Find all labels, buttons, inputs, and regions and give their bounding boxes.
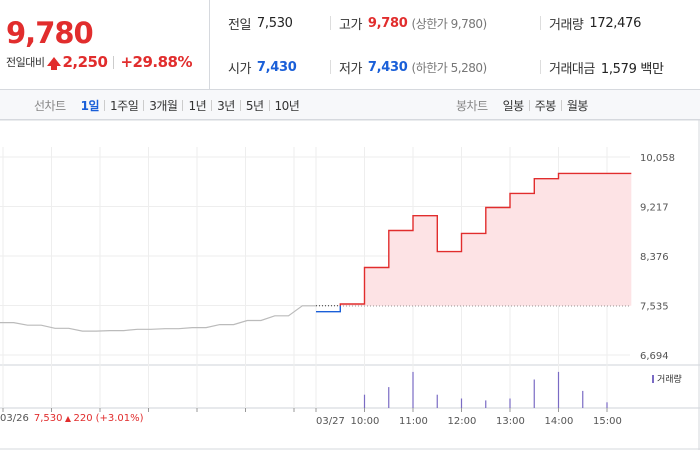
price-line-below-reference xyxy=(316,305,341,313)
change-rate: +29.88% xyxy=(120,53,192,71)
prev-day-change-rate: (+3.01%) xyxy=(95,413,144,424)
divider xyxy=(143,99,145,111)
x-tick-label: 13:00 xyxy=(496,416,525,427)
divider xyxy=(239,99,241,111)
stock-summary-panel: 9,780 전일대비 2,250 +29.88% 전일 7,530 고가 9,7… xyxy=(0,0,700,90)
period-5y-tab[interactable]: 5년 xyxy=(245,98,264,113)
y-tick-label: 7,535 xyxy=(640,302,669,313)
y-tick-label: 9,217 xyxy=(640,203,669,214)
period-3y-tab[interactable]: 3년 xyxy=(217,98,235,113)
divider xyxy=(182,99,184,111)
stat-value: 7,530 xyxy=(256,15,293,31)
divider xyxy=(540,16,541,30)
prev-day-price: 7,530 xyxy=(33,413,63,424)
stat-volume: 거래량 172,476 xyxy=(549,14,642,33)
price-area-fill xyxy=(340,173,632,306)
x-tick-label: 15:00 xyxy=(593,416,622,427)
candle-monthly-tab[interactable]: 월봉 xyxy=(566,98,589,113)
candle-daily-tab[interactable]: 일봉 xyxy=(502,98,525,113)
prev-day-price-line xyxy=(0,305,316,332)
up-arrow-icon xyxy=(47,56,62,70)
stat-label: 거래량 xyxy=(549,17,584,33)
line-chart-period-group: 선차트 1일 1주일 3개월 1년 3년 5년 10년 xyxy=(34,90,304,120)
stat-label: 전일 xyxy=(228,17,251,33)
stat-label: 시가 xyxy=(228,61,251,77)
stat-label: 저가 xyxy=(339,61,362,77)
chart-toolbar: 선차트 1일 1주일 3개월 1년 3년 5년 10년 봉차트 일봉 주봉 월봉 xyxy=(0,90,700,120)
x-tick-label: 12:00 xyxy=(448,416,477,427)
y-tick-label: 8,376 xyxy=(640,252,669,263)
stat-label: 거래대금 xyxy=(549,61,595,77)
y-tick-label: 6,694 xyxy=(640,351,669,362)
divider xyxy=(540,60,541,74)
stat-value: 7,430 xyxy=(256,59,297,75)
stat-trade-amount: 거래대금 1,579 백만 xyxy=(549,58,664,77)
volume-legend-swatch xyxy=(652,374,654,383)
divider xyxy=(560,99,562,111)
change-row: 전일대비 2,250 +29.88% xyxy=(6,53,192,71)
prev-day-date: 03/26 xyxy=(0,413,29,424)
x-tick-label: 14:00 xyxy=(545,416,574,427)
volume-legend: 거래량 xyxy=(652,372,682,385)
stat-prev-close: 전일 7,530 xyxy=(228,14,293,33)
period-3m-tab[interactable]: 3개월 xyxy=(149,98,178,113)
x-tick-label: 10:00 xyxy=(351,416,380,427)
x-tick-label: 03/27 xyxy=(316,416,345,427)
period-1y-tab[interactable]: 1년 xyxy=(188,98,207,113)
current-price-box: 9,780 전일대비 2,250 +29.88% xyxy=(0,0,210,90)
price-chart-svg: 10,058 9,217 8,376 7,535 6,694 03/27 10:00 11:0… xyxy=(0,120,700,450)
divider xyxy=(330,60,331,74)
intraday-price-chart[interactable]: 10,058 9,217 8,376 7,535 6,694 03/27 10:00 11:0… xyxy=(0,120,700,450)
stat-label: 고가 xyxy=(339,17,362,33)
x-tick-label: 11:00 xyxy=(399,416,428,427)
upper-limit: (상한가 9,780) xyxy=(411,16,488,31)
period-1w-tab[interactable]: 1주일 xyxy=(110,98,139,113)
stat-value: 7,430 xyxy=(367,59,408,75)
divider xyxy=(104,99,106,111)
divider xyxy=(268,99,270,111)
period-10y-tab[interactable]: 10년 xyxy=(274,98,300,113)
stat-open: 시가 7,430 xyxy=(228,58,297,77)
divider xyxy=(113,55,115,69)
stat-value: 9,780 xyxy=(367,15,408,31)
divider xyxy=(211,99,213,111)
candle-chart-group: 봉차트 일봉 주봉 월봉 xyxy=(456,90,593,120)
up-triangle-icon xyxy=(65,415,72,422)
price-line-above-reference xyxy=(339,172,632,306)
lower-limit: (하한가 5,280) xyxy=(411,60,488,75)
volume-legend-label: 거래량 xyxy=(657,375,682,385)
line-chart-title: 선차트 xyxy=(34,98,66,113)
y-tick-label: 10,058 xyxy=(640,153,675,164)
stat-high: 고가 9,780 (상한가 9,780) xyxy=(339,14,488,33)
candle-weekly-tab[interactable]: 주봉 xyxy=(534,98,557,113)
current-price: 9,780 xyxy=(6,16,94,50)
period-1d-tab[interactable]: 1일 xyxy=(80,98,100,113)
prev-day-change: 220 xyxy=(73,413,93,424)
stat-value: 1,579 백만 xyxy=(600,61,664,77)
prev-day-summary: 03/26 7,530 220 (+3.01%) xyxy=(0,413,144,424)
change-label: 전일대비 xyxy=(6,56,45,69)
divider xyxy=(528,99,530,111)
stat-value: 172,476 xyxy=(589,15,642,31)
divider xyxy=(330,16,331,30)
stat-low: 저가 7,430 (하한가 5,280) xyxy=(339,58,488,77)
candle-chart-title: 봉차트 xyxy=(456,98,488,113)
change-value: 2,250 xyxy=(62,53,108,71)
